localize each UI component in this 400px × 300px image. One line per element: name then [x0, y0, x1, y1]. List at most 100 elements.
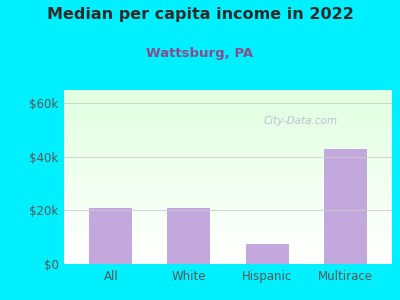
Bar	[64, 103, 392, 104]
Bar	[64, 128, 392, 129]
Bar	[64, 219, 392, 220]
Bar	[324, 149, 367, 264]
Bar	[64, 172, 392, 173]
Bar	[64, 252, 392, 253]
Bar	[64, 120, 392, 121]
Bar	[64, 260, 392, 261]
Bar	[64, 141, 392, 142]
Bar	[64, 178, 392, 179]
Bar	[64, 186, 392, 187]
Bar	[64, 255, 392, 256]
Bar	[64, 205, 392, 206]
Bar	[64, 145, 392, 146]
Bar	[64, 214, 392, 215]
Bar	[64, 109, 392, 110]
Bar	[64, 249, 392, 250]
Bar	[64, 207, 392, 208]
Bar	[64, 116, 392, 117]
Bar	[64, 262, 392, 263]
Bar	[64, 213, 392, 214]
Bar	[64, 217, 392, 218]
Bar	[64, 208, 392, 209]
Bar	[64, 104, 392, 105]
Bar	[64, 218, 392, 219]
Bar	[64, 151, 392, 152]
Bar	[64, 245, 392, 246]
Bar	[64, 108, 392, 109]
Bar	[64, 132, 392, 133]
Bar	[64, 166, 392, 167]
Bar	[64, 140, 392, 141]
Bar	[64, 163, 392, 164]
Bar	[64, 139, 392, 140]
Bar	[64, 110, 392, 111]
Bar	[64, 212, 392, 213]
Bar	[64, 123, 392, 124]
Bar	[64, 237, 392, 238]
Bar	[64, 130, 392, 131]
Bar	[64, 146, 392, 147]
Bar	[64, 175, 392, 176]
Bar	[64, 170, 392, 171]
Bar	[64, 122, 392, 123]
Bar	[64, 152, 392, 153]
Bar	[64, 239, 392, 240]
Bar	[64, 189, 392, 190]
Bar	[64, 216, 392, 217]
Bar	[64, 241, 392, 242]
Text: City-Data.com: City-Data.com	[263, 116, 337, 126]
Bar	[64, 93, 392, 94]
Bar	[64, 194, 392, 195]
Bar	[64, 220, 392, 221]
Bar	[64, 197, 392, 198]
Bar	[64, 206, 392, 207]
Bar	[64, 204, 392, 205]
Bar	[64, 244, 392, 245]
Bar	[64, 254, 392, 255]
Bar	[64, 147, 392, 148]
Bar	[64, 155, 392, 156]
Bar	[64, 97, 392, 98]
Bar	[64, 107, 392, 108]
Bar	[64, 200, 392, 201]
Bar	[64, 259, 392, 260]
Bar	[64, 126, 392, 127]
Bar	[64, 161, 392, 162]
Bar	[64, 190, 392, 191]
Bar	[64, 154, 392, 155]
Bar	[64, 150, 392, 151]
Bar	[64, 119, 392, 120]
Bar	[64, 253, 392, 254]
Bar	[64, 100, 392, 101]
Bar	[64, 238, 392, 239]
Bar	[64, 248, 392, 249]
Bar	[64, 223, 392, 224]
Bar	[64, 156, 392, 157]
Bar	[64, 210, 392, 211]
Bar	[64, 181, 392, 182]
Bar	[64, 182, 392, 183]
Bar	[64, 160, 392, 161]
Bar	[64, 127, 392, 128]
Bar	[64, 129, 392, 130]
Bar	[64, 96, 392, 97]
Bar	[64, 138, 392, 139]
Bar	[64, 171, 392, 172]
Bar	[64, 160, 392, 161]
Bar	[64, 94, 392, 95]
Text: Median per capita income in 2022: Median per capita income in 2022	[46, 8, 354, 22]
Bar	[64, 233, 392, 234]
Bar	[64, 95, 392, 96]
Bar	[64, 261, 392, 262]
Bar	[64, 193, 392, 194]
Bar	[64, 115, 392, 116]
Bar	[64, 246, 392, 247]
Bar	[64, 258, 392, 259]
Bar	[64, 256, 392, 257]
Bar	[64, 100, 392, 101]
Bar	[64, 125, 392, 126]
Bar	[64, 215, 392, 216]
Bar	[64, 165, 392, 166]
Bar	[64, 169, 392, 170]
Bar	[246, 244, 288, 264]
